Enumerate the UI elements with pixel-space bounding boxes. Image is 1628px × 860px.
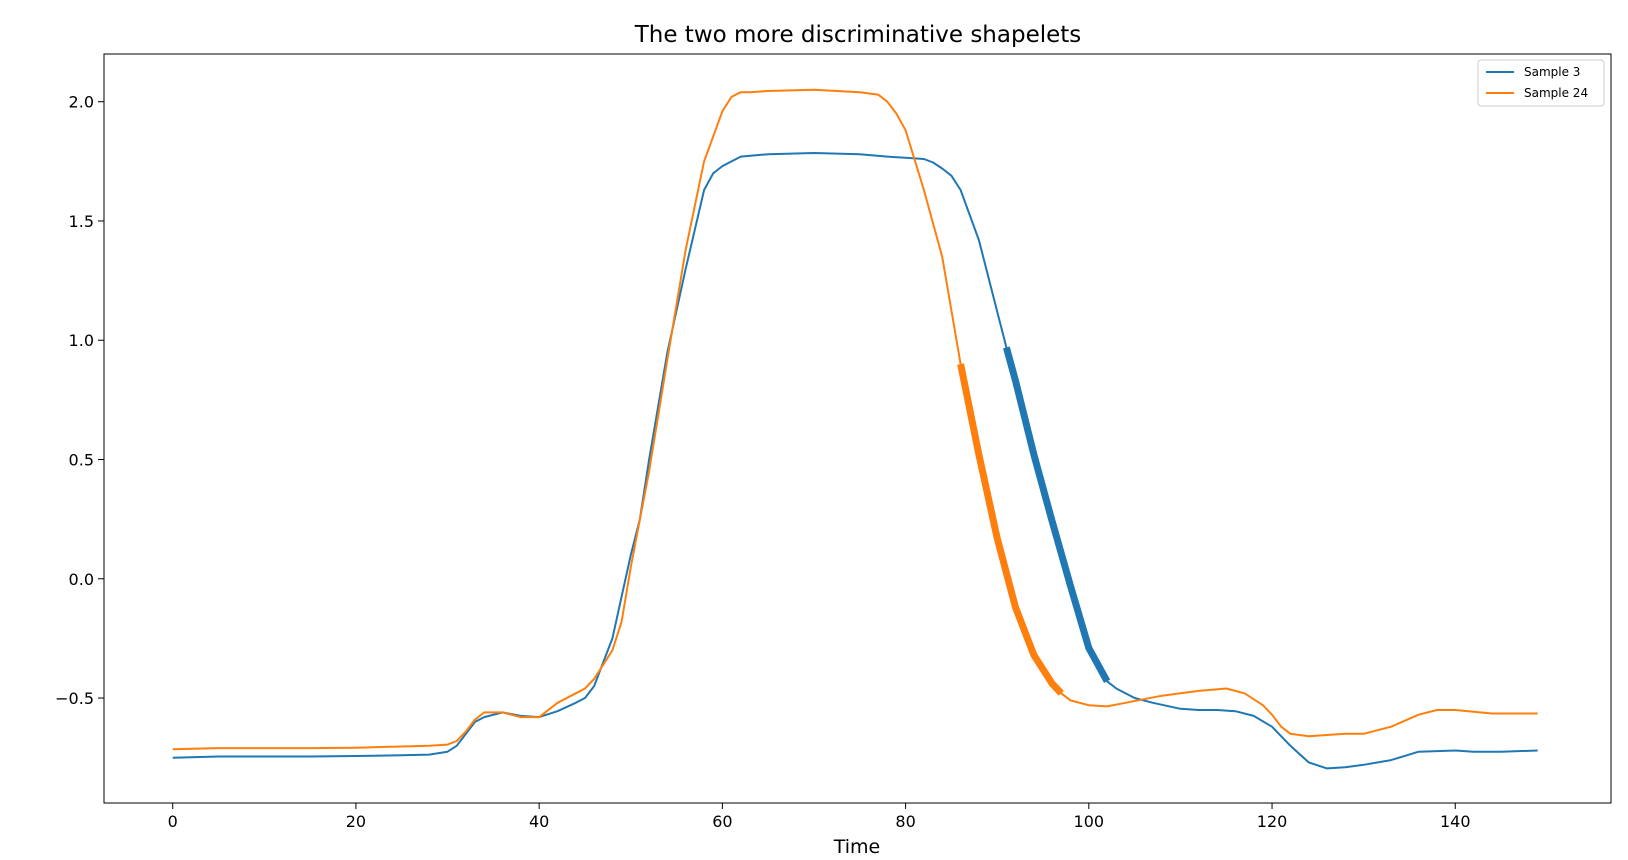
y-axis: −0.5 0.0 0.5 1.0 1.5 2.0 bbox=[55, 93, 104, 708]
x-axis-title: Time bbox=[833, 836, 881, 858]
series-line-sample-24 bbox=[172, 88, 1538, 751]
x-tick-label: 20 bbox=[346, 812, 366, 831]
y-tick-label: −0.5 bbox=[55, 689, 94, 708]
x-tick-label: 40 bbox=[529, 812, 549, 831]
shapelet-sample-3 bbox=[1003, 346, 1111, 683]
x-tick-label: 0 bbox=[168, 812, 178, 831]
legend-label-sample-24: Sample 24 bbox=[1524, 86, 1588, 100]
x-tick-label: 140 bbox=[1440, 812, 1471, 831]
y-tick-label: 2.0 bbox=[69, 93, 94, 112]
plot-frame bbox=[103, 53, 1612, 804]
x-tick-label: 100 bbox=[1074, 812, 1105, 831]
x-axis: 0 20 40 60 80 100 120 140 bbox=[168, 803, 1471, 831]
plot-area bbox=[103, 53, 1612, 804]
y-tick-label: 0.5 bbox=[69, 451, 94, 470]
legend: Sample 3 Sample 24 bbox=[1477, 59, 1605, 107]
shapelet-sample-24 bbox=[957, 363, 1064, 696]
x-tick-label: 60 bbox=[712, 812, 732, 831]
y-tick-label: 1.5 bbox=[69, 212, 94, 231]
chart-title: The two more discriminative shapelets bbox=[634, 22, 1082, 48]
y-tick-label: 1.0 bbox=[69, 331, 94, 350]
x-tick-label: 80 bbox=[895, 812, 915, 831]
legend-label-sample-3: Sample 3 bbox=[1524, 65, 1580, 79]
series-layer bbox=[172, 88, 1538, 770]
x-tick-label: 120 bbox=[1257, 812, 1288, 831]
y-tick-label: 0.0 bbox=[69, 570, 94, 589]
